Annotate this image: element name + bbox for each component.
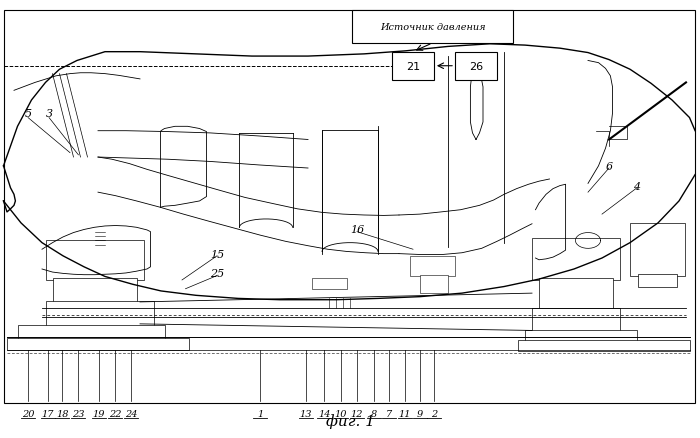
Text: 6: 6 (606, 162, 612, 171)
Bar (532, 239, 620, 280)
Text: 7: 7 (386, 410, 391, 418)
Bar (46, 241, 144, 280)
Bar (525, 331, 637, 342)
Text: 13: 13 (300, 410, 312, 418)
Text: 15: 15 (210, 249, 224, 259)
Text: 14: 14 (318, 410, 330, 418)
Text: 4: 4 (634, 181, 640, 191)
Text: 17: 17 (41, 410, 54, 418)
Bar (46, 301, 154, 326)
Text: 26: 26 (469, 62, 483, 71)
Bar (18, 325, 164, 339)
Text: 11: 11 (398, 410, 411, 418)
Bar (455, 53, 497, 81)
Text: 20: 20 (22, 410, 34, 418)
Bar (630, 223, 685, 276)
Text: 24: 24 (125, 410, 137, 418)
Text: 19: 19 (92, 410, 105, 418)
Text: 16: 16 (350, 225, 364, 235)
Bar (532, 309, 620, 333)
Text: 3: 3 (46, 109, 52, 119)
Text: 9: 9 (417, 410, 423, 418)
Text: Источник давления: Источник давления (380, 23, 485, 32)
Text: 10: 10 (335, 410, 347, 418)
Bar (518, 340, 690, 351)
Bar (312, 278, 346, 289)
Bar (352, 11, 513, 44)
Text: фиг. 1: фиг. 1 (326, 413, 374, 428)
Text: 25: 25 (210, 269, 224, 279)
Text: 12: 12 (351, 410, 363, 418)
Text: 23: 23 (72, 410, 85, 418)
Text: 5: 5 (25, 109, 32, 119)
Bar (392, 53, 434, 81)
Text: 8: 8 (371, 410, 377, 418)
Bar (4, 11, 695, 403)
Text: 22: 22 (108, 410, 121, 418)
Text: 21: 21 (406, 62, 420, 71)
Text: 2: 2 (431, 410, 437, 418)
Bar (52, 278, 136, 302)
Bar (420, 275, 448, 293)
Text: 1: 1 (258, 410, 263, 418)
Text: 18: 18 (56, 410, 69, 418)
Bar (7, 338, 189, 350)
Bar (539, 278, 612, 311)
Bar (410, 256, 455, 276)
Bar (638, 275, 677, 287)
